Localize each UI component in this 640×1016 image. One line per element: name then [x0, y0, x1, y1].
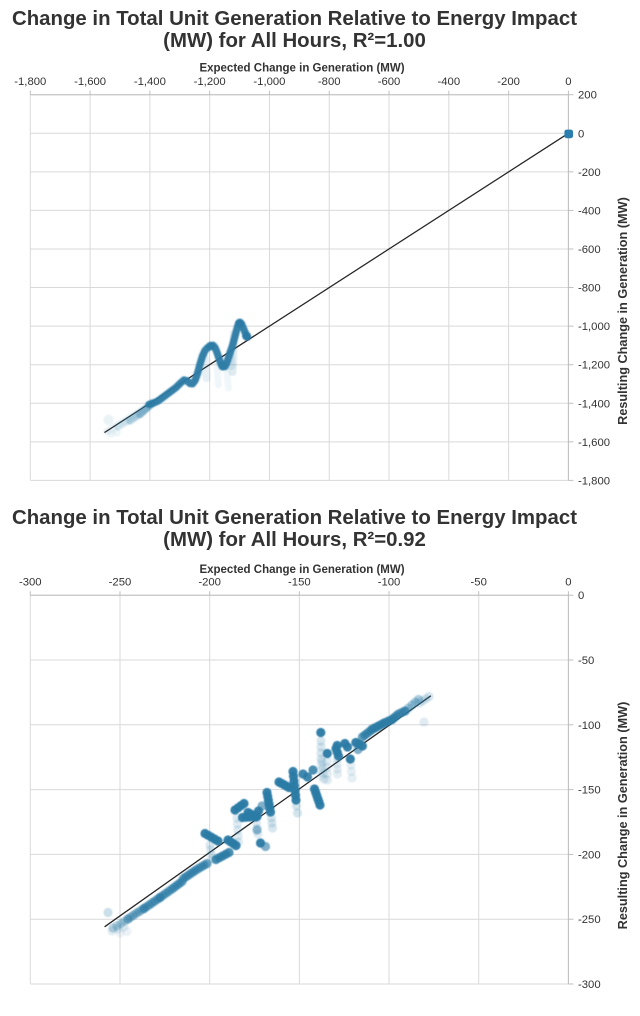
svg-text:-300: -300: [578, 979, 601, 991]
svg-text:-800: -800: [578, 283, 601, 295]
svg-text:-1,000: -1,000: [253, 76, 285, 88]
svg-text:Change in Total Unit Generatio: Change in Total Unit Generation Relative…: [12, 8, 577, 30]
svg-text:-100: -100: [378, 576, 401, 588]
svg-text:-100: -100: [578, 720, 601, 732]
svg-text:-1,200: -1,200: [578, 360, 610, 372]
svg-text:-1,600: -1,600: [578, 437, 610, 449]
svg-text:Resulting Change in Generation: Resulting Change in Generation (MW): [616, 197, 630, 425]
svg-text:-50: -50: [578, 655, 594, 667]
svg-text:-250: -250: [578, 914, 601, 926]
svg-text:200: 200: [578, 90, 597, 102]
svg-text:0: 0: [578, 128, 584, 140]
svg-text:-200: -200: [198, 576, 221, 588]
svg-text:-250: -250: [109, 576, 132, 588]
svg-text:-1,400: -1,400: [134, 76, 166, 88]
svg-text:-300: -300: [19, 576, 42, 588]
svg-text:-1,400: -1,400: [578, 398, 610, 410]
svg-text:-200: -200: [578, 849, 601, 861]
svg-text:-150: -150: [288, 576, 311, 588]
svg-text:-200: -200: [578, 167, 601, 179]
svg-text:-50: -50: [471, 576, 487, 588]
svg-text:-600: -600: [378, 76, 401, 88]
svg-text:(MW) for All Hours, R²=1.00: (MW) for All Hours, R²=1.00: [163, 30, 426, 52]
svg-text:-1,800: -1,800: [578, 475, 610, 487]
svg-text:0: 0: [578, 590, 584, 602]
svg-text:-600: -600: [578, 244, 601, 256]
svg-text:-400: -400: [438, 76, 461, 88]
svg-text:Change in Total Unit Generatio: Change in Total Unit Generation Relative…: [12, 507, 577, 529]
svg-text:0: 0: [565, 576, 571, 588]
svg-text:-1,000: -1,000: [578, 321, 610, 333]
svg-text:-1,800: -1,800: [14, 76, 46, 88]
svg-text:-150: -150: [578, 785, 601, 797]
svg-text:-1,600: -1,600: [74, 76, 106, 88]
svg-text:-200: -200: [497, 76, 520, 88]
svg-text:-1,200: -1,200: [194, 76, 226, 88]
svg-text:0: 0: [565, 76, 571, 88]
svg-text:-800: -800: [318, 76, 341, 88]
svg-text:(MW) for All Hours, R²=0.92: (MW) for All Hours, R²=0.92: [163, 529, 426, 551]
svg-text:Resulting Change in Generation: Resulting Change in Generation (MW): [616, 702, 630, 930]
svg-text:Expected Change in Generation: Expected Change in Generation (MW): [199, 564, 404, 576]
svg-text:Expected Change in Generation: Expected Change in Generation (MW): [199, 63, 404, 75]
svg-text:-400: -400: [578, 205, 601, 217]
